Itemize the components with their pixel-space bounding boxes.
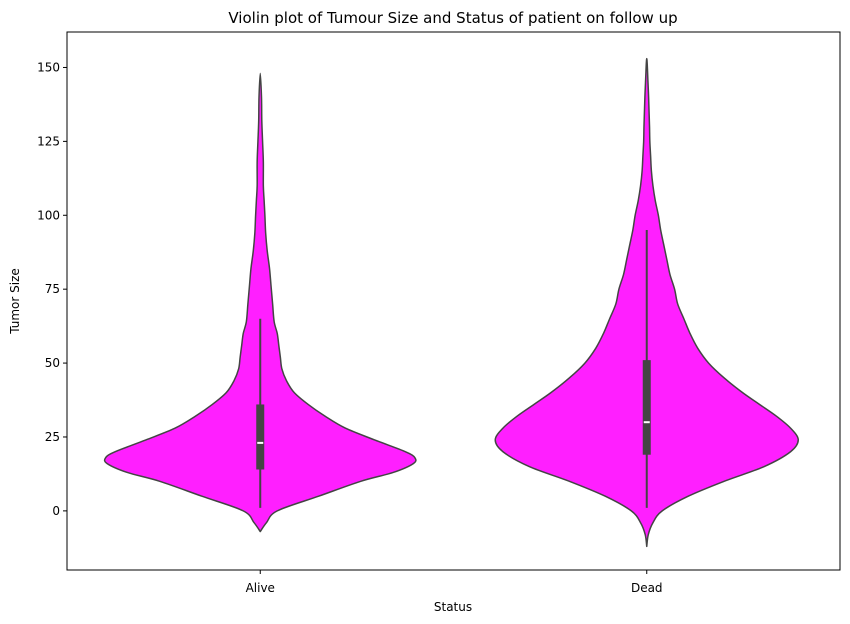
y-tick-label: 50	[45, 356, 60, 370]
y-axis: 0 25 50 75 100 125 150	[37, 60, 67, 518]
x-tick-label: Dead	[631, 581, 663, 595]
violin-dead	[494, 57, 800, 548]
y-tick-label: 125	[37, 134, 60, 148]
violin-iqr-box	[256, 404, 265, 470]
violin-alive	[103, 72, 417, 533]
violin-iqr-box	[642, 360, 651, 455]
y-tick-label: 100	[37, 208, 60, 222]
plot-area	[103, 57, 800, 548]
y-tick-label: 0	[52, 504, 60, 518]
violin-body	[103, 72, 417, 533]
x-tick-label: Alive	[246, 581, 275, 595]
x-axis: Alive Dead	[246, 570, 663, 595]
y-tick-label: 75	[45, 282, 60, 296]
y-tick-label: 25	[45, 430, 60, 444]
x-axis-label: Status	[434, 600, 472, 614]
y-tick-label: 150	[37, 60, 60, 74]
y-axis-label: Tumor Size	[8, 268, 22, 335]
plot-frame	[66, 31, 841, 571]
chart-title: Violin plot of Tumour Size and Status of…	[228, 9, 677, 27]
